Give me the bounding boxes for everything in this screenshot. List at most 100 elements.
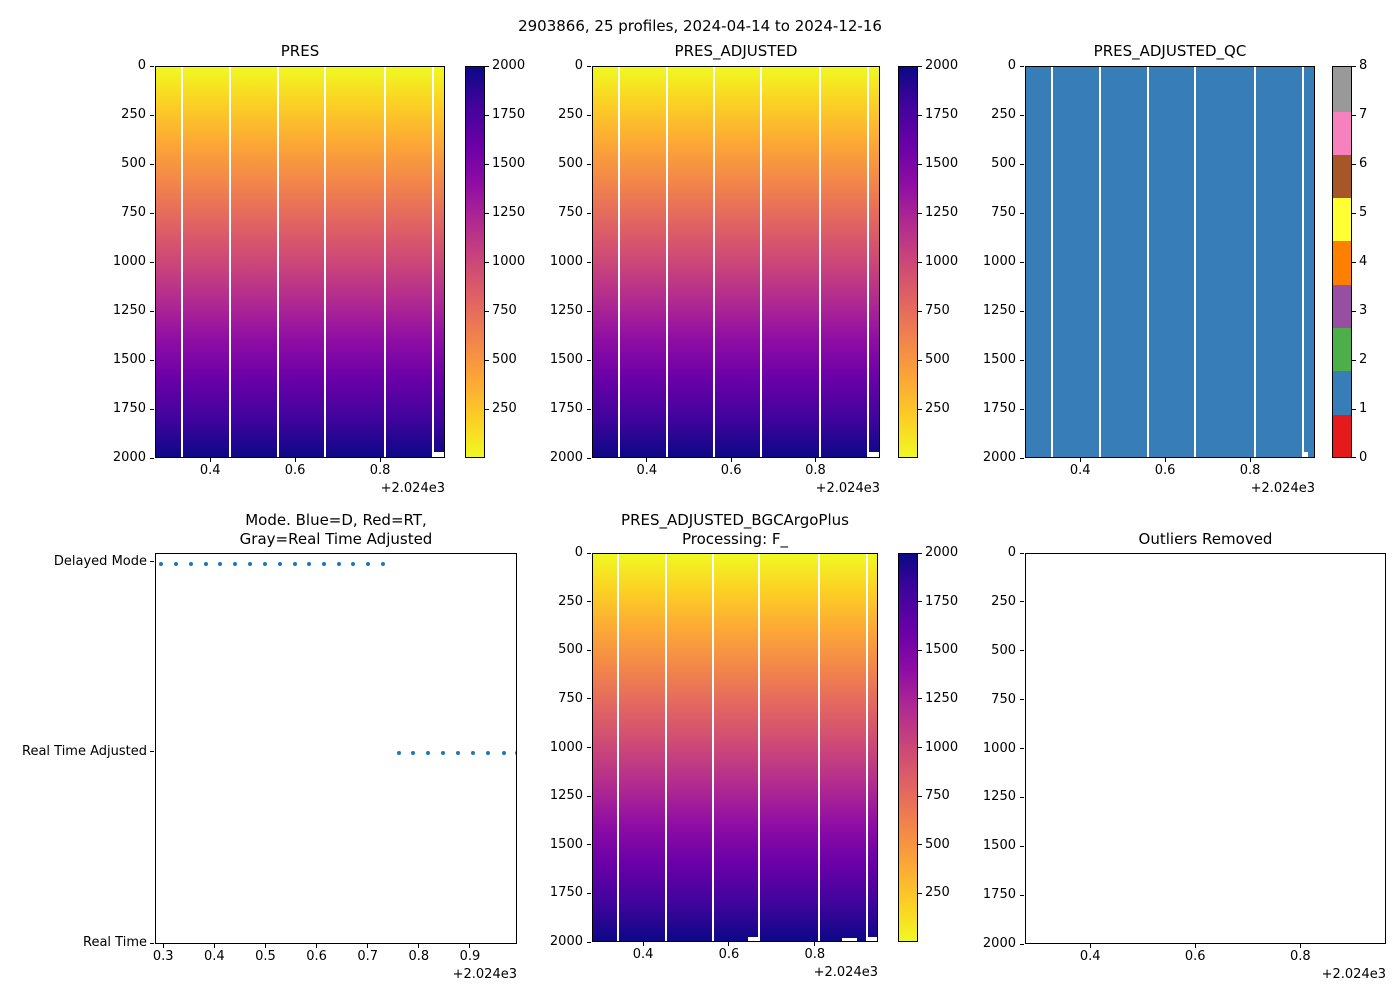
y-tick-label: 1000 [549,254,583,269]
colorbar-tick-mark [918,649,922,651]
x-tick-mark [418,944,420,948]
axis-offset-label: +2.024e3 [1321,967,1386,982]
profile-gap-line [618,67,621,457]
y-tick-label: 1250 [549,303,583,318]
x-tick-mark [264,944,266,948]
data-point [277,561,282,566]
colorbar-tick-label: 250 [492,401,517,416]
y-tick-mark [1020,943,1024,945]
y-tick-mark [587,795,591,797]
colorbar-tick-mark [918,698,922,700]
axis-offset-label: +2.024e3 [815,481,880,496]
colorbar-tick-label: 1 [1359,401,1368,416]
category-label: Real Time [83,935,147,950]
axes-pres-adjusted-qc-heatmap [1025,66,1315,458]
profile-gap-line [758,554,761,941]
x-tick-label: 0.8 [805,463,826,478]
x-tick-label: 0.8 [369,463,391,478]
x-tick-label: 0.4 [636,463,658,478]
x-tick-mark [1299,944,1301,948]
x-tick-label: 0.4 [1069,463,1091,478]
y-tick-label: 250 [991,107,1016,122]
colorbar-tick-mark [918,310,922,312]
data-point [366,561,371,566]
axes-outliers-empty [1025,553,1386,944]
y-tick-label: 750 [991,691,1016,707]
y-tick-label: 1250 [982,303,1016,318]
axes-title-mode-line1: Mode. Blue=D, Red=RT, [245,511,427,529]
x-tick-mark [814,942,816,946]
colorbar-segment [1333,153,1351,199]
x-tick-mark [213,944,215,948]
colorbar-tick-label: 500 [925,352,950,367]
colorbar-bgc [898,553,918,942]
x-tick-label: 0.4 [199,463,221,478]
data-point [411,751,416,756]
y-tick-mark [1020,650,1024,652]
x-tick-label: 0.6 [718,947,740,962]
colorbar-tick-mark [918,212,922,214]
colorbar-tick-mark [485,65,489,67]
x-tick-label: 0.6 [1184,949,1206,964]
colorbar-tick-mark [1352,163,1356,165]
profile-gap-line [616,554,619,941]
x-tick-mark [1194,944,1196,948]
profile-gap-line [1301,67,1304,457]
y-tick-mark [150,163,154,165]
x-tick-mark [1249,458,1251,462]
y-tick-mark [150,359,154,361]
colorbar-tick-label: 750 [925,303,950,318]
y-tick-mark [1020,408,1024,410]
x-tick-label: 0.8 [408,949,430,964]
colorbar-tick-label: 2 [1359,352,1368,367]
axes-title-pres-adjusted-qc: PRES_ADJUSTED_QC [1025,42,1315,61]
x-tick-label: 0.3 [152,949,174,964]
y-tick-mark [1020,65,1024,67]
y-tick-mark [150,212,154,214]
x-tick-label: 0.5 [255,949,276,964]
y-tick-label: 1250 [112,303,146,318]
y-tick-mark [1020,261,1024,263]
colorbar-tick-mark [485,408,489,410]
colorbar-tick-mark [918,601,922,603]
bottom-notch [868,451,879,457]
profile-gap-line [1194,67,1197,457]
y-tick-label: 1500 [112,352,146,367]
y-tick-mark [587,747,591,748]
colorbar-segment [1333,67,1351,112]
colorbar-tick-label: 2000 [492,58,526,73]
colorbar-tick-label: 3 [1359,303,1368,318]
colorbar-tick-mark [918,408,922,410]
figure-suptitle: 2903866, 25 profiles, 2024-04-14 to 2024… [518,17,882,35]
y-tick-mark [587,408,591,410]
axes-title-pres: PRES [155,42,445,61]
y-tick-label: 250 [558,107,583,122]
colorbar-tick-label: 1000 [492,254,526,269]
data-point [501,751,506,756]
axes-title-bgc-line2: Processing: F_ [681,530,789,548]
axes-title-outliers: Outliers Removed [1025,530,1386,549]
data-point [321,561,326,566]
y-tick-mark [1020,114,1024,116]
colorbar-tick-mark [1352,359,1356,361]
colorbar-tick-label: 500 [925,836,950,852]
x-tick-mark [646,458,648,462]
y-tick-mark [587,698,591,700]
y-tick-mark [1020,894,1024,896]
y-tick-label: 500 [991,642,1016,658]
profile-gap-line [866,67,869,457]
colorbar-segment [1333,240,1351,285]
y-tick-label: 750 [121,205,146,220]
x-tick-label: 0.4 [632,947,654,962]
colorbar-tick-mark [1352,456,1356,458]
colorbar-tick-label: 1500 [925,642,959,658]
y-tick-label: 2000 [549,934,583,949]
colorbar-pres-adjusted [898,66,918,458]
colorbar-tick-label: 2000 [925,545,959,560]
colorbar-tick-mark [918,261,922,263]
data-point [218,561,223,566]
data-point [233,561,238,566]
colorbar-qc-discrete [1332,66,1352,458]
colorbar-tick-mark [918,795,922,797]
profile-gap-line [712,554,715,941]
